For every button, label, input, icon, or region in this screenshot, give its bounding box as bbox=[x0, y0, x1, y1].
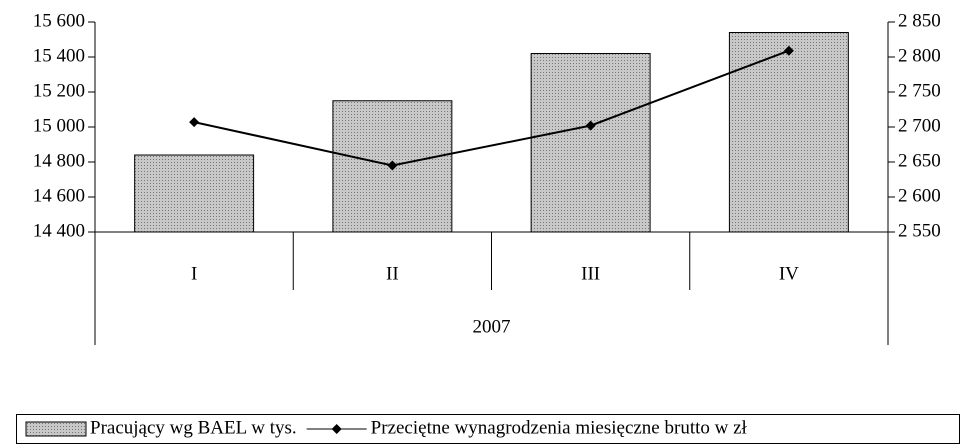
line-marker bbox=[783, 45, 794, 56]
y-tick-label: 15 400 bbox=[33, 45, 85, 66]
category-group-label: 2007 bbox=[473, 316, 511, 337]
bar bbox=[530, 53, 651, 233]
legend-swatch bbox=[25, 421, 87, 437]
y2-tick-label: 2 550 bbox=[898, 220, 941, 241]
line bbox=[193, 49, 790, 167]
legend-label: Pracujący wg BAEL w tys. bbox=[90, 417, 297, 438]
y2-tick-label: 2 800 bbox=[898, 45, 941, 66]
line-marker bbox=[189, 117, 200, 128]
bar bbox=[134, 154, 255, 233]
y-tick-label: 14 800 bbox=[33, 150, 85, 171]
x-tick-label: I bbox=[191, 263, 197, 284]
y-tick-label: 15 000 bbox=[33, 115, 85, 136]
y2-tick-label: 2 750 bbox=[898, 80, 941, 101]
y2-tick-label: 2 850 bbox=[898, 10, 941, 31]
line-marker bbox=[387, 160, 398, 171]
x-tick-label: II bbox=[386, 263, 399, 284]
y-tick-label: 14 600 bbox=[33, 185, 85, 206]
legend-label: Przeciętne wynagrodzenia miesięczne brut… bbox=[371, 417, 748, 438]
x-tick-label: III bbox=[581, 263, 600, 284]
bar bbox=[728, 32, 849, 233]
y-tick-label: 15 200 bbox=[33, 80, 85, 101]
y2-tick-label: 2 700 bbox=[898, 115, 941, 136]
legend-marker bbox=[331, 424, 342, 434]
y2-tick-label: 2 650 bbox=[898, 150, 941, 171]
line-marker bbox=[585, 120, 596, 131]
x-tick-label: IV bbox=[779, 263, 799, 284]
y-tick-label: 15 600 bbox=[33, 10, 85, 31]
y2-tick-label: 2 600 bbox=[898, 185, 941, 206]
y-tick-label: 14 400 bbox=[33, 220, 85, 241]
